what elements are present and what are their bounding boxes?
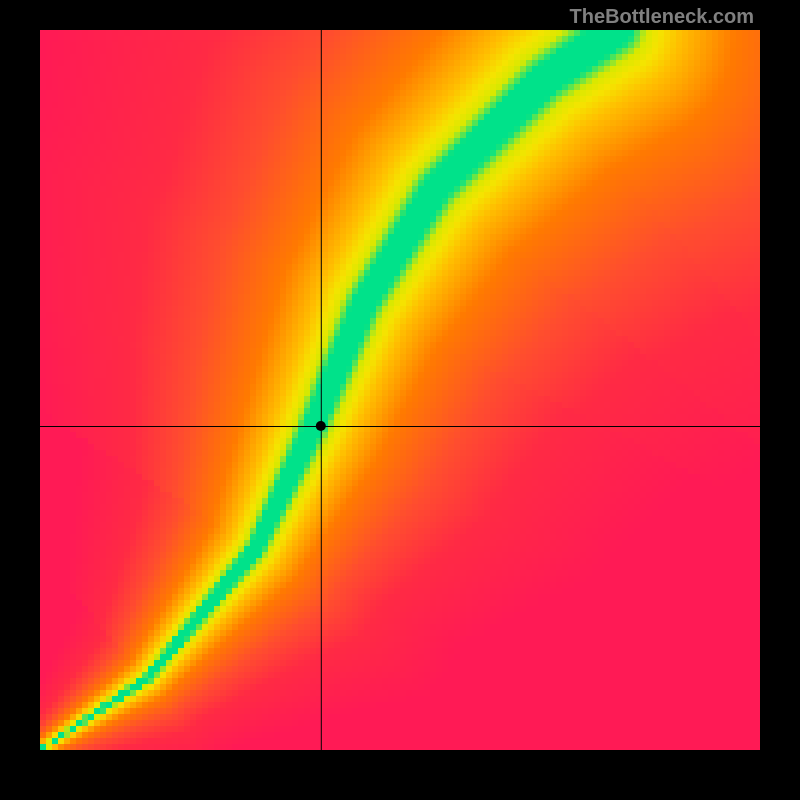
heatmap-plot [40,30,760,750]
watermark-text: TheBottleneck.com [570,6,754,29]
heatmap-overlay [40,30,760,750]
